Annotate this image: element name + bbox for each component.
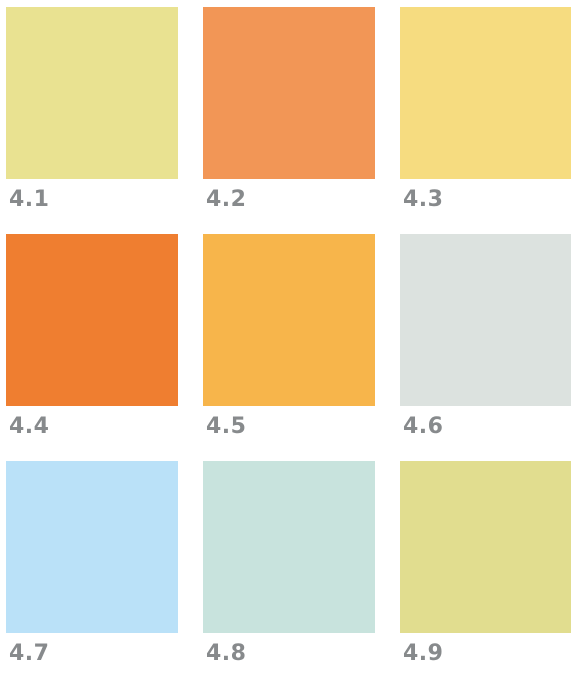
- swatch-label: 4.6: [403, 414, 444, 439]
- swatch-item-4-3: 4.3: [400, 7, 571, 234]
- swatch-item-4-2: 4.2: [203, 7, 375, 234]
- color-swatch: [203, 7, 375, 179]
- swatch-label: 4.9: [403, 641, 444, 666]
- color-swatch: [400, 461, 571, 633]
- color-swatch: [203, 234, 375, 406]
- swatch-grid: 4.1 4.2 4.3 4.4 4.5 4.6 4.7 4.8 4.9: [6, 7, 571, 688]
- color-swatch: [6, 234, 178, 406]
- swatch-item-4-1: 4.1: [6, 7, 178, 234]
- swatch-label: 4.7: [9, 641, 50, 666]
- swatch-item-4-4: 4.4: [6, 234, 178, 461]
- swatch-label: 4.5: [206, 414, 247, 439]
- swatch-label: 4.3: [403, 187, 444, 212]
- swatch-label: 4.4: [9, 414, 50, 439]
- color-swatch: [203, 461, 375, 633]
- color-swatch: [400, 7, 571, 179]
- swatch-item-4-8: 4.8: [203, 461, 375, 688]
- color-swatch: [6, 461, 178, 633]
- swatch-label: 4.2: [206, 187, 247, 212]
- swatch-item-4-7: 4.7: [6, 461, 178, 688]
- color-swatch: [400, 234, 571, 406]
- color-swatch: [6, 7, 178, 179]
- swatch-item-4-9: 4.9: [400, 461, 571, 688]
- swatch-label: 4.8: [206, 641, 247, 666]
- swatch-item-4-6: 4.6: [400, 234, 571, 461]
- swatch-item-4-5: 4.5: [203, 234, 375, 461]
- swatch-label: 4.1: [9, 187, 50, 212]
